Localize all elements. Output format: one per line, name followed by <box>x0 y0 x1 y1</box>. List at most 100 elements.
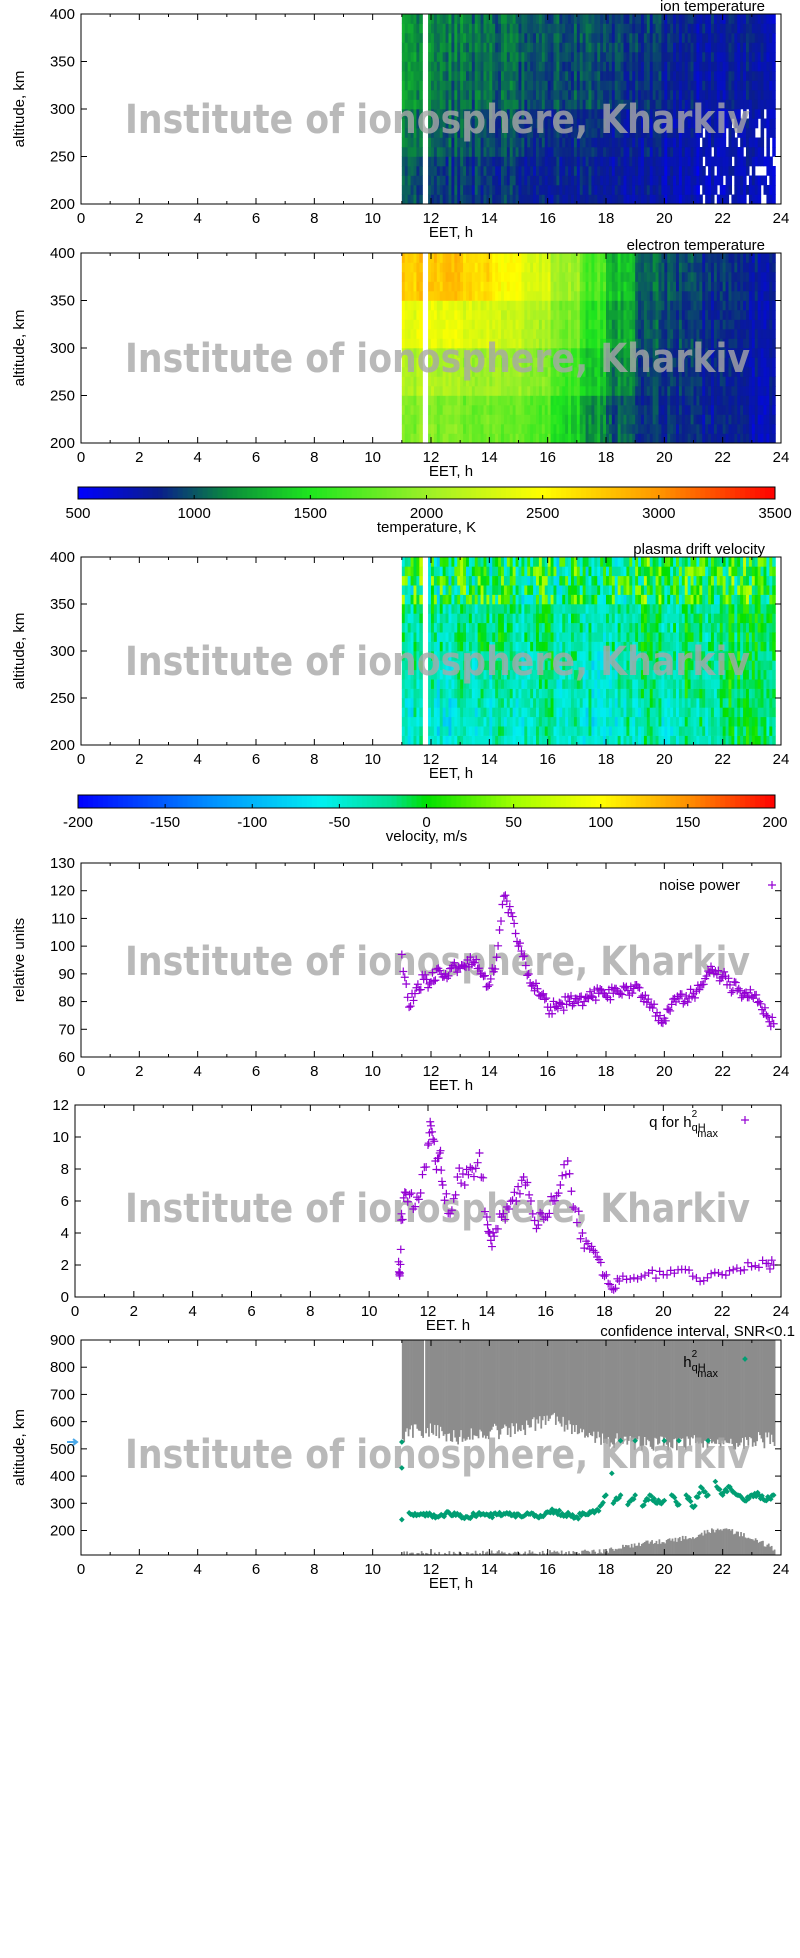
heatmap-cell <box>433 137 438 148</box>
heatmap-cell <box>524 185 528 195</box>
heatmap-cell <box>468 166 473 176</box>
heatmap-cell <box>460 52 464 62</box>
heatmap-cell <box>533 23 537 34</box>
heatmap-cell <box>477 166 482 176</box>
heatmap-cell <box>562 175 566 186</box>
heatmap-cell <box>451 147 455 157</box>
heatmap-cell <box>544 52 549 62</box>
heatmap-cell <box>509 147 514 157</box>
heatmap-cell <box>547 61 552 72</box>
heatmap-cell <box>495 175 499 186</box>
heatmap-cell <box>553 147 558 157</box>
heatmap-cell <box>474 33 479 43</box>
heatmap-cell <box>544 118 549 129</box>
heatmap-cell <box>419 262 423 273</box>
heatmap-cell <box>547 14 552 24</box>
heatmap-cell <box>509 175 514 186</box>
heatmap-cell <box>474 175 479 186</box>
heatmap-cell <box>404 185 409 195</box>
heatmap-cell <box>600 61 604 72</box>
heatmap-cell <box>451 128 455 138</box>
heatmap-cell <box>600 90 604 100</box>
heatmap-cell <box>451 33 455 43</box>
heatmap-cell <box>611 128 616 138</box>
heatmap-cell <box>553 175 558 186</box>
heatmap-cell <box>527 90 531 100</box>
heatmap-cell <box>460 80 464 91</box>
y-tick-label: 300 <box>50 101 75 118</box>
heatmap-cell <box>533 14 537 24</box>
heatmap-cell <box>629 71 633 81</box>
heatmap-cell <box>568 71 572 81</box>
heatmap-cell <box>524 194 528 205</box>
heatmap-cell <box>556 33 560 43</box>
heatmap-cell <box>591 109 595 119</box>
heatmap-cell <box>544 23 549 34</box>
heatmap-cell <box>515 71 520 81</box>
heatmap-cell <box>524 118 528 129</box>
heatmap-cell <box>538 166 543 176</box>
heatmap-cell <box>439 80 444 91</box>
heatmap-cell <box>632 90 636 100</box>
heatmap-cell <box>556 128 560 138</box>
heatmap-cell <box>471 80 476 91</box>
heatmap-cell <box>486 99 490 110</box>
heatmap-cell <box>460 147 464 157</box>
heatmap-cell <box>433 52 438 62</box>
heatmap-cell <box>506 128 511 138</box>
heatmap-cell <box>468 71 473 81</box>
heatmap-cell <box>460 185 464 195</box>
heatmap-cell <box>506 166 511 176</box>
heatmap-cell <box>515 147 520 157</box>
heatmap-cell <box>629 194 633 205</box>
heatmap-cell <box>495 118 499 129</box>
heatmap-cell <box>772 185 776 195</box>
heatmap-cell <box>413 14 418 24</box>
heatmap-cell <box>448 166 453 176</box>
heatmap-cell <box>582 99 587 110</box>
heatmap-cell <box>489 175 493 186</box>
heatmap-cell <box>620 194 625 205</box>
heatmap-cell <box>568 128 572 138</box>
heatmap-cell <box>524 61 528 72</box>
heatmap-cell <box>582 128 587 138</box>
heatmap-cell <box>611 118 616 129</box>
heatmap-cell <box>585 80 590 91</box>
heatmap-cell <box>614 99 619 110</box>
heatmap-cell <box>445 33 450 43</box>
heatmap-cell <box>606 71 610 81</box>
heatmap-cell <box>553 52 558 62</box>
heatmap-cell <box>530 166 534 176</box>
heatmap-cell <box>448 71 453 81</box>
heatmap-cell <box>620 90 625 100</box>
heatmap-cell <box>433 118 438 129</box>
heatmap-cell <box>480 71 485 81</box>
heatmap-cell <box>471 128 476 138</box>
heatmap-cell <box>565 42 569 53</box>
heatmap-cell <box>579 61 584 72</box>
heatmap-cell <box>617 118 622 129</box>
heatmap-cell <box>480 23 485 34</box>
heatmap-cell <box>611 166 616 176</box>
heatmap-cell <box>521 14 525 24</box>
heatmap-cell <box>518 80 523 91</box>
heatmap-cell <box>431 137 435 148</box>
heatmap-cell <box>603 194 607 205</box>
heatmap-cell <box>439 118 444 129</box>
heatmap-cell <box>585 147 590 157</box>
heatmap-cell <box>489 42 493 53</box>
heatmap-cell <box>431 52 435 62</box>
heatmap-cell <box>468 156 473 167</box>
heatmap-cell <box>585 99 590 110</box>
heatmap-cell <box>550 52 555 62</box>
heatmap-cell <box>468 185 473 195</box>
heatmap-cell <box>547 71 552 81</box>
heatmap-cell <box>480 166 485 176</box>
heatmap-cell <box>486 61 490 72</box>
heatmap-cell <box>579 118 584 129</box>
heatmap-cell <box>588 147 593 157</box>
heatmap-cell <box>428 33 432 43</box>
heatmap-cell <box>404 42 409 53</box>
heatmap-cell <box>486 90 490 100</box>
heatmap-cell <box>404 52 409 62</box>
